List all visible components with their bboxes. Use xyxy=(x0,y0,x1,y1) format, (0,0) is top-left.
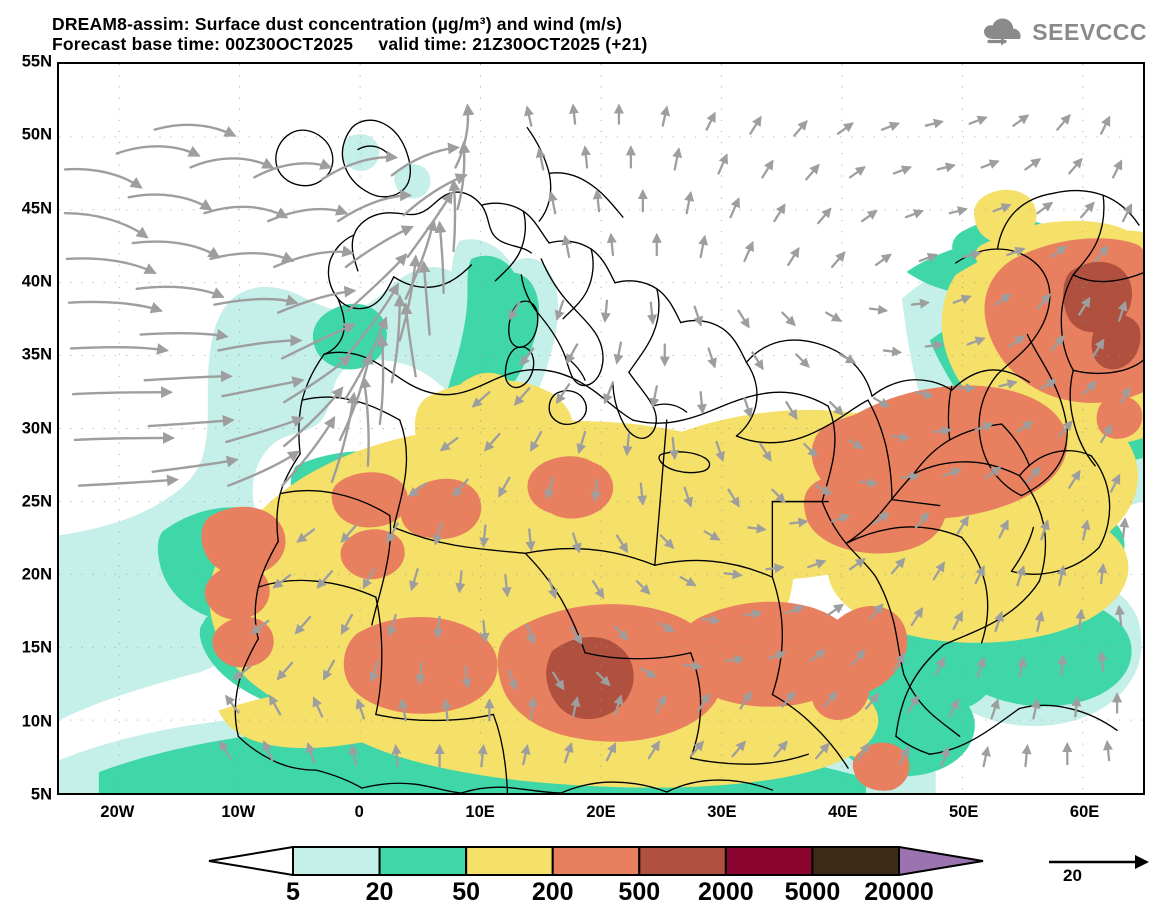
y-axis-tick-50N: 50N xyxy=(21,125,52,144)
wind-scale-reference xyxy=(1049,855,1149,869)
x-axis-tick-30E: 30E xyxy=(707,803,737,821)
y-axis-tick-5N: 5N xyxy=(30,785,52,804)
y-axis-tick-55N: 55N xyxy=(21,52,52,71)
colorbar-label-20: 20 xyxy=(365,878,394,906)
chart-title-line2: Forecast base time: 00Z30OCT2025 valid t… xyxy=(52,34,648,54)
y-axis-tick-15N: 15N xyxy=(21,638,52,657)
seevccc-logo-text: SEEVCCC xyxy=(1032,18,1147,45)
x-axis-tick-0: 0 xyxy=(354,803,364,821)
colorbar-label-20000: 20000 xyxy=(864,878,934,906)
y-axis-tick-30N: 30N xyxy=(21,419,52,437)
wind-scale-label: 20 xyxy=(1063,866,1082,885)
x-axis-tick-10W: 10W xyxy=(221,803,256,821)
dust-band-200 xyxy=(201,238,1143,791)
colorbar-band-5 xyxy=(292,846,381,876)
colorbar-band-5000 xyxy=(811,846,901,876)
y-axis-tick-10N: 10N xyxy=(21,712,52,731)
y-axis-tick-25N: 25N xyxy=(21,492,52,511)
y-axis-tick-40N: 40N xyxy=(21,272,52,291)
colorbar-band-50 xyxy=(465,846,554,876)
dust-concentration-map xyxy=(59,64,1143,793)
x-axis-tick-50E: 50E xyxy=(949,803,979,821)
wind-vector-field xyxy=(63,103,1133,768)
map-plot-area[interactable] xyxy=(57,62,1145,795)
colorbar-band-2000 xyxy=(724,846,814,876)
y-axis-tick-20N: 20N xyxy=(21,565,52,584)
y-axis-tick-45N: 45N xyxy=(21,199,52,218)
colorbar-label-200: 200 xyxy=(531,878,574,906)
colorbar-band-500 xyxy=(638,846,727,876)
colorbar-label-500: 500 xyxy=(618,878,661,906)
colorbar-band-20 xyxy=(378,846,468,876)
colorbar-band-200 xyxy=(551,846,641,876)
colorbar-legend: 5 20 50 200 500 2000 5000 20000 xyxy=(0,840,1165,907)
colorbar-swatches xyxy=(208,846,984,876)
y-axis-tick-35N: 35N xyxy=(21,345,52,364)
x-axis-tick-40E: 40E xyxy=(828,803,858,821)
colorbar-label-2000: 2000 xyxy=(698,878,754,906)
colorbar-label-5000: 5000 xyxy=(784,878,841,906)
x-axis-tick-20E: 20E xyxy=(586,803,616,821)
colorbar-label-50: 50 xyxy=(452,878,481,906)
x-axis-tick-10E: 10E xyxy=(465,803,495,821)
chart-header: DREAM8-assim: Surface dust concentration… xyxy=(0,0,1165,58)
x-axis-tick-60E: 60E xyxy=(1069,803,1100,821)
wind-arrow-head xyxy=(1135,855,1149,869)
colorbar-label-5: 5 xyxy=(286,878,300,906)
seevccc-logo: SEEVCCC xyxy=(981,14,1147,50)
x-axis-tick-20W: 20W xyxy=(100,803,135,821)
chart-title-line1: DREAM8-assim: Surface dust concentration… xyxy=(52,14,623,34)
cloud-wind-icon xyxy=(984,18,1021,46)
